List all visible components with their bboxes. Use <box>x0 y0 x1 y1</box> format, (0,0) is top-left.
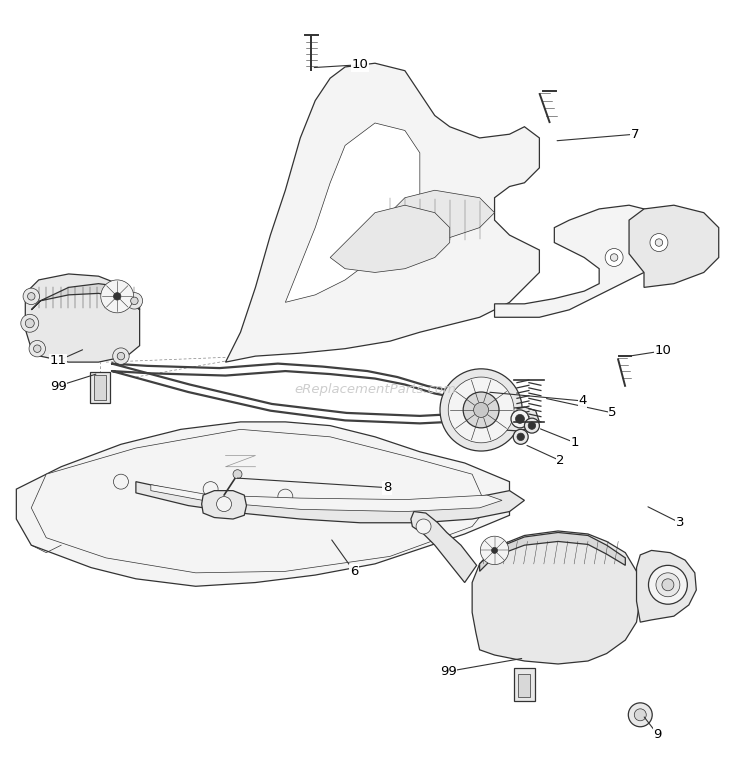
Text: 99: 99 <box>50 379 67 393</box>
Circle shape <box>416 519 431 534</box>
Circle shape <box>130 297 138 304</box>
Text: 6: 6 <box>350 564 358 578</box>
Polygon shape <box>411 511 476 583</box>
Circle shape <box>515 415 524 423</box>
Text: 7: 7 <box>631 128 639 140</box>
Circle shape <box>513 430 528 445</box>
Circle shape <box>610 254 618 261</box>
Text: 4: 4 <box>578 394 587 408</box>
Bar <box>518 674 530 697</box>
Circle shape <box>112 348 129 365</box>
Text: 8: 8 <box>382 481 392 494</box>
Circle shape <box>605 249 623 267</box>
Polygon shape <box>226 64 539 362</box>
Circle shape <box>23 289 40 304</box>
Text: 11: 11 <box>50 354 67 367</box>
Circle shape <box>113 474 128 489</box>
Circle shape <box>203 481 218 496</box>
Text: 5: 5 <box>608 406 616 419</box>
Polygon shape <box>494 407 539 431</box>
Circle shape <box>217 496 232 511</box>
Polygon shape <box>202 491 247 519</box>
Circle shape <box>29 340 46 357</box>
Circle shape <box>464 392 499 428</box>
Polygon shape <box>330 205 450 273</box>
Circle shape <box>628 702 652 727</box>
Polygon shape <box>26 274 140 362</box>
Circle shape <box>26 319 34 328</box>
Circle shape <box>656 573 680 597</box>
Circle shape <box>278 489 292 504</box>
Circle shape <box>649 565 687 604</box>
Circle shape <box>34 345 41 352</box>
Polygon shape <box>136 481 524 523</box>
Circle shape <box>474 402 488 417</box>
Circle shape <box>656 239 663 246</box>
Circle shape <box>113 292 121 300</box>
Circle shape <box>634 709 646 720</box>
Polygon shape <box>479 532 626 572</box>
Circle shape <box>480 536 508 564</box>
Circle shape <box>233 470 242 479</box>
Polygon shape <box>494 205 674 318</box>
Circle shape <box>21 314 39 332</box>
Polygon shape <box>637 550 696 622</box>
Circle shape <box>126 292 142 309</box>
Text: 1: 1 <box>571 437 580 449</box>
Polygon shape <box>32 430 487 573</box>
Circle shape <box>28 292 35 300</box>
Text: 99: 99 <box>440 665 457 678</box>
Circle shape <box>650 234 668 252</box>
Circle shape <box>491 547 497 554</box>
Text: eReplacementParts.com: eReplacementParts.com <box>294 383 456 396</box>
Text: 3: 3 <box>676 516 684 529</box>
Bar <box>94 375 106 400</box>
Polygon shape <box>390 191 494 250</box>
Circle shape <box>517 433 524 441</box>
Text: 10: 10 <box>654 344 671 358</box>
Circle shape <box>662 579 674 591</box>
Polygon shape <box>151 485 502 511</box>
Circle shape <box>117 352 124 360</box>
Polygon shape <box>285 123 420 303</box>
Text: 9: 9 <box>653 728 662 741</box>
Text: 2: 2 <box>556 454 565 467</box>
Polygon shape <box>32 284 140 310</box>
Text: 10: 10 <box>352 58 368 71</box>
Polygon shape <box>629 205 718 288</box>
Circle shape <box>524 418 539 433</box>
Bar <box>514 669 535 702</box>
Circle shape <box>100 280 134 313</box>
Circle shape <box>440 368 522 451</box>
Polygon shape <box>472 531 640 664</box>
Circle shape <box>528 422 536 430</box>
Polygon shape <box>16 422 509 586</box>
Bar <box>89 372 110 403</box>
Circle shape <box>511 410 529 428</box>
Circle shape <box>448 377 514 443</box>
